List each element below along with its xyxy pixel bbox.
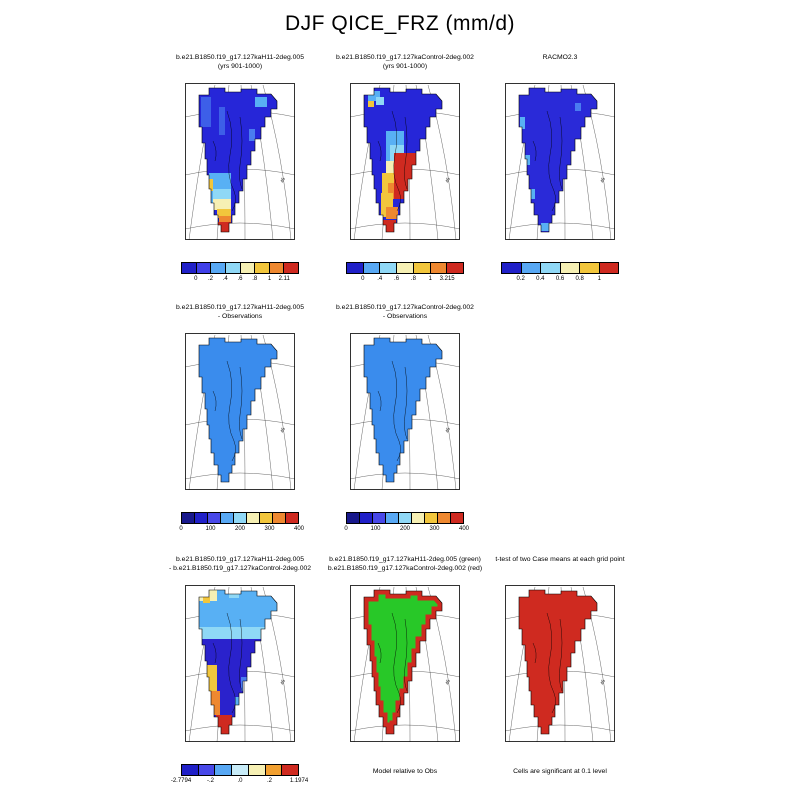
panel-title-line1: b.e21.B1850.f19_g17.127kaH11-2deg.005 <box>176 304 304 311</box>
graticule-label: 45 <box>444 426 451 433</box>
panel-title-line1: b.e21.B1850.f19_g17.127kaControl-2deg.00… <box>336 54 474 61</box>
colorbar-h11-mean: 0.2.4.6.8 1 2.11 <box>181 262 299 285</box>
colorbar-h11-minus-obs: 0 100 200 300 400 <box>179 512 305 535</box>
panel-title: b.e21.B1850.f19_g17.127kaControl-2deg.00… <box>336 50 474 83</box>
map-h11-mean: 45 <box>185 83 295 240</box>
panel-title-line1: RACMO2.3 <box>542 54 578 61</box>
panel-r1-h11-mean: b.e21.B1850.f19_g17.127kaH11-2deg.005 (y… <box>145 50 335 285</box>
figure-title: DJF QICE_FRZ (mm/d) <box>285 12 515 35</box>
panel-r3-ttest: t-test of two Case means at each grid po… <box>465 552 655 775</box>
panel-r2-h11-minus-obs: b.e21.B1850.f19_g17.127kaH11-2deg.005 - … <box>145 300 335 535</box>
colorbar-segments <box>181 262 299 274</box>
map-control-minus-obs: 45 <box>350 333 460 490</box>
graticule-label: 45 <box>599 176 606 183</box>
panel-title: RACMO2.3 <box>543 50 578 83</box>
colorbar-segments <box>181 512 299 524</box>
panel-r1-racmo: RACMO2.3 45 0.2 0.4 0.6 0.8 1 <box>465 50 655 285</box>
colorbar-segments <box>346 512 464 524</box>
panel-title: t-test of two Case means at each grid po… <box>495 552 624 585</box>
panel-title-line1: b.e21.B1850.f19_g17.127kaH11-2deg.005 <box>176 556 304 563</box>
map-model-vs-obs: 45 <box>350 585 460 742</box>
panel-title: b.e21.B1850.f19_g17.127kaH11-2deg.005 (y… <box>176 50 304 83</box>
panel-title-line1: t-test of two Case means at each grid po… <box>495 556 625 563</box>
panel-title-line2: - b.e21.B1850.f19_g17.127kaControl-2deg.… <box>168 565 312 573</box>
graticule-label: 45 <box>279 426 286 433</box>
panel-title: b.e21.B1850.f19_g17.127kaH11-2deg.005 - … <box>169 552 311 585</box>
panel-caption: Cells are significant at 0.1 level <box>513 768 607 775</box>
graticule-label: 45 <box>444 678 451 685</box>
graticule-label: 45 <box>279 678 286 685</box>
panel-title: b.e21.B1850.f19_g17.127kaControl-2deg.00… <box>336 300 474 333</box>
panel-title: b.e21.B1850.f19_g17.127kaH11-2deg.005 (g… <box>328 552 482 585</box>
map-h11-minus-control: 45 <box>185 585 295 742</box>
colorbar-segments <box>181 764 299 776</box>
panel-title: b.e21.B1850.f19_g17.127kaH11-2deg.005 - … <box>176 300 304 333</box>
graticule-label: 45 <box>279 176 286 183</box>
panel-r3-model-vs-obs: b.e21.B1850.f19_g17.127kaH11-2deg.005 (g… <box>310 552 500 775</box>
colorbar-tick-labels: 0 100 200 300 400 <box>344 526 470 532</box>
colorbar-segments <box>346 262 464 274</box>
map-control-mean: 45 <box>350 83 460 240</box>
colorbar-h11-minus-control: -2.7794 -.2.0.2 1.1974 <box>170 764 309 787</box>
graticule-label: 45 <box>599 678 606 685</box>
panel-title-line2: - Observations <box>382 313 428 321</box>
map-racmo: 45 <box>505 83 615 240</box>
graticule-label: 45 <box>444 176 451 183</box>
colorbar-racmo: 0.2 0.4 0.6 0.8 1 <box>501 262 619 285</box>
panel-title-line2: b.e21.B1850.f19_g17.127kaControl-2deg.00… <box>327 565 483 573</box>
colorbar-tick-labels: 0 100 200 300 400 <box>179 526 305 532</box>
panel-title-line1: b.e21.B1850.f19_g17.127kaH11-2deg.005 <box>176 54 304 61</box>
panel-r1-control-mean: b.e21.B1850.f19_g17.127kaControl-2deg.00… <box>310 50 500 285</box>
colorbar-tick-labels: 0.2 0.4 0.6 0.8 1 <box>516 276 601 282</box>
colorbar-tick-labels: 0.2.4.6.8 1 2.11 <box>194 276 290 282</box>
panel-title-line2: (yrs 901-1000) <box>217 63 263 71</box>
colorbar-segments <box>501 262 619 274</box>
panel-r2-control-minus-obs: b.e21.B1850.f19_g17.127kaControl-2deg.00… <box>310 300 500 535</box>
colorbar-control-mean: 0.4.6.8 1 3.215 <box>346 262 464 285</box>
colorbar-tick-labels: 0.4.6.8 1 3.215 <box>361 276 455 282</box>
colorbar-tick-labels: -2.7794 -.2.0.2 1.1974 <box>170 778 309 784</box>
panel-title-line1: b.e21.B1850.f19_g17.127kaControl-2deg.00… <box>336 304 474 311</box>
panel-caption: Model relative to Obs <box>372 768 438 775</box>
panel-title-line2: (yrs 901-1000) <box>382 63 428 71</box>
colorbar-control-minus-obs: 0 100 200 300 400 <box>344 512 470 535</box>
map-ttest: 45 <box>505 585 615 742</box>
panel-r3-h11-minus-control: b.e21.B1850.f19_g17.127kaH11-2deg.005 - … <box>145 552 335 787</box>
panel-title-line2: - Observations <box>217 313 263 321</box>
map-h11-minus-obs: 45 <box>185 333 295 490</box>
panel-title-line1: b.e21.B1850.f19_g17.127kaH11-2deg.005 (g… <box>329 556 481 563</box>
